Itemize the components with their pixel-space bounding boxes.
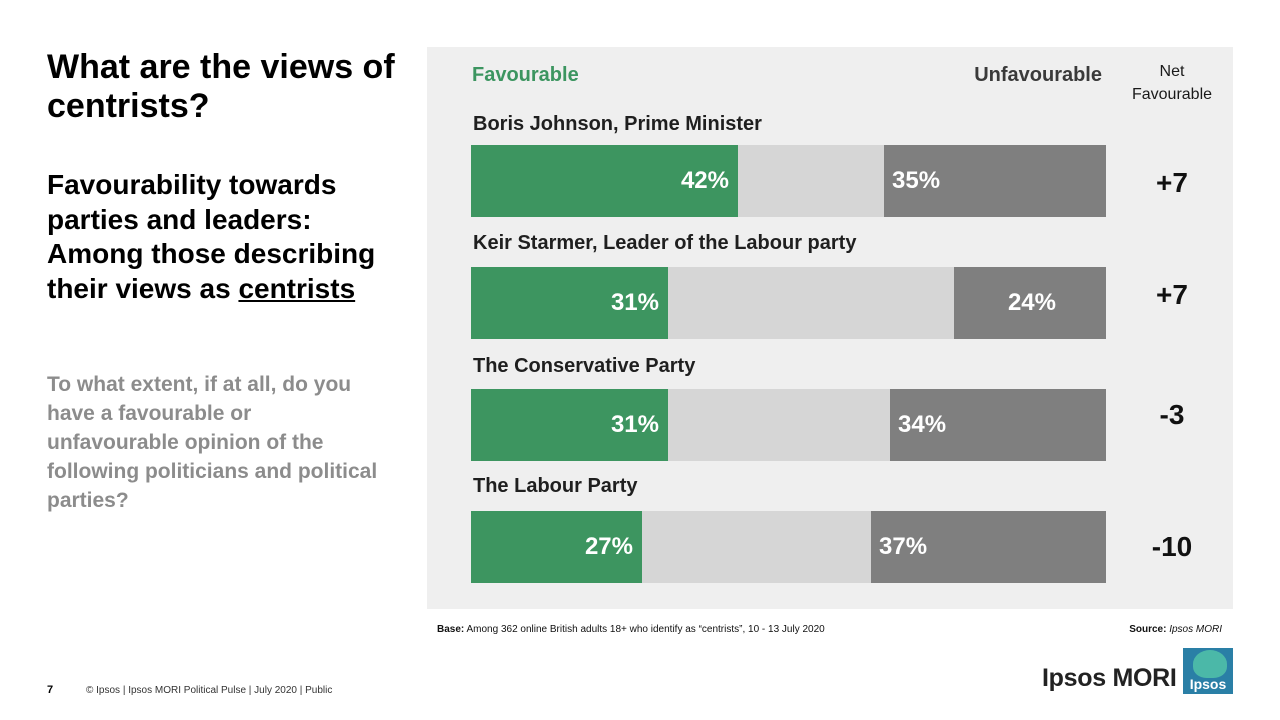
net-favourable-value: -10 xyxy=(1151,531,1193,562)
logo-badge-text: Ipsos xyxy=(1189,676,1227,692)
item-label: Boris Johnson, Prime Minister xyxy=(473,113,762,135)
unfavourable-value-label: 34% xyxy=(898,411,947,438)
stacked-bar: 27% 37% xyxy=(471,511,1106,583)
base-note: Base: Among 362 online British adults 18… xyxy=(437,624,825,635)
unfavourable-value-label: 24% xyxy=(1007,289,1056,316)
item-label: Keir Starmer, Leader of the Labour party xyxy=(473,232,857,254)
legend-favourable: Favourable xyxy=(472,64,579,86)
source-text: Ipsos MORI xyxy=(1169,624,1222,635)
unfavourable-segment xyxy=(954,267,1106,339)
favourable-value-label: 42% xyxy=(680,167,729,194)
source-label: Source: xyxy=(1129,624,1167,635)
favourable-value-label: 31% xyxy=(610,411,659,438)
ipsos-mori-wordmark: Ipsos MORI xyxy=(1042,664,1177,692)
page-number: 7 xyxy=(47,684,54,696)
page-title: What are the views of centrists? xyxy=(47,48,395,125)
favourable-segment xyxy=(471,267,668,339)
subtitle-emphasis: centrists xyxy=(238,272,356,304)
subtitle-text: Favourability towards parties and leader… xyxy=(47,169,376,304)
footer-text: © Ipsos | Ipsos MORI Political Pulse | J… xyxy=(86,685,333,696)
survey-question: To what extent, if at all, do you have a… xyxy=(47,373,378,512)
unfavourable-segment xyxy=(871,511,1106,583)
base-text: Among 362 online British adults 18+ who … xyxy=(466,624,825,635)
unfavourable-value-label: 35% xyxy=(892,167,941,194)
favourable-segment xyxy=(471,145,738,217)
stacked-bar: 42% 35% xyxy=(471,145,1106,217)
favourable-value-label: 31% xyxy=(610,289,659,316)
stacked-bar: 31% 34% xyxy=(471,389,1106,461)
item-label: The Labour Party xyxy=(473,475,638,497)
favourable-segment xyxy=(471,389,668,461)
item-label: The Conservative Party xyxy=(473,355,696,377)
favourable-segment xyxy=(471,511,642,583)
logo-arc-shape xyxy=(1193,650,1227,678)
ipsos-logo-icon: Ipsos xyxy=(1183,648,1233,694)
net-favourable-header: Net Favourable xyxy=(1131,63,1213,103)
source-note: Source: Ipsos MORI xyxy=(1129,624,1222,635)
unfavourable-value-label: 37% xyxy=(879,533,928,560)
favourable-value-label: 27% xyxy=(584,533,633,560)
legend-unfavourable: Unfavourable xyxy=(974,64,1102,86)
unfavourable-segment xyxy=(890,389,1106,461)
base-label: Base: xyxy=(437,624,465,635)
page-subtitle: Favourability towards parties and leader… xyxy=(47,168,407,306)
stacked-bar: 31% 24% xyxy=(471,267,1106,339)
net-favourable-value: +7 xyxy=(1156,167,1188,198)
net-favourable-value: -3 xyxy=(1159,399,1185,430)
net-favourable-value: +7 xyxy=(1156,279,1188,310)
unfavourable-segment xyxy=(884,145,1106,217)
